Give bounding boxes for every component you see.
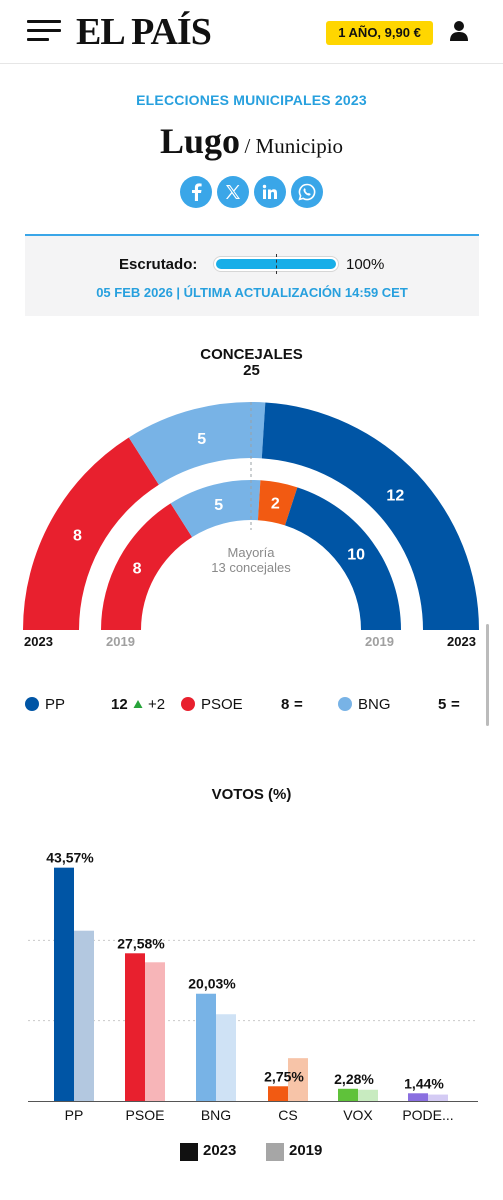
- hemi-inner-label-pp: 10: [347, 547, 365, 564]
- bar-2019-4: [358, 1089, 378, 1101]
- hemi-inner-pp: [284, 487, 401, 630]
- data-label-3: 2,75%: [264, 1068, 304, 1084]
- hemi-outer-label-psoe: 8: [73, 528, 82, 545]
- year-previous-right: 2019: [365, 634, 394, 649]
- legend-diff-psoe: =: [294, 696, 303, 713]
- seats-hemicycle-chart: Mayoría 13 concejales 8 5 12 8 5 2 10: [23, 402, 479, 630]
- x-icon[interactable]: [217, 176, 249, 208]
- legend-diff-bng: =: [451, 696, 460, 713]
- data-label-2: 20,03%: [188, 976, 236, 992]
- legend-party-psoe: PSOE: [201, 696, 243, 713]
- councillors-total: 25: [243, 362, 260, 379]
- last-update-label: 05 FEB 2026 | ÚLTIMA ACTUALIZACIÓN 14:59…: [96, 285, 408, 300]
- bar-2023-2: [196, 993, 216, 1101]
- hemi-inner-bng: [170, 480, 261, 538]
- whatsapp-icon[interactable]: [291, 176, 323, 208]
- x-tick-1: PSOE: [126, 1107, 165, 1123]
- triangle-up-icon: [133, 696, 143, 713]
- bar-2019-0: [74, 930, 94, 1101]
- legend-party-pp: PP: [45, 696, 66, 713]
- hemi-outer-label-bng: 5: [197, 431, 206, 448]
- bar-2023-5: [408, 1093, 428, 1101]
- legend-seats-psoe: 8: [281, 696, 290, 713]
- x-tick-0: PP: [65, 1107, 84, 1123]
- scrutiny-label: Escrutado:: [119, 256, 198, 273]
- legend-party-bng: BNG: [358, 696, 391, 713]
- hemi-inner-cs: [257, 480, 298, 526]
- bar-2019-1: [145, 962, 165, 1101]
- hemi-inner-label-bng: 5: [214, 497, 223, 514]
- bar-2019-2: [216, 1014, 236, 1101]
- legend-dot-psoe: [181, 697, 195, 711]
- el-pais-logo[interactable]: EL PAÍS: [76, 11, 212, 53]
- facebook-icon[interactable]: [180, 176, 212, 208]
- hemi-outer-label-pp: 12: [386, 487, 404, 504]
- subscription-promo-button[interactable]: 1 AÑO, 9,90 €: [326, 21, 433, 45]
- hemi-inner-label-cs: 2: [271, 495, 280, 512]
- data-label-4: 2,28%: [334, 1071, 374, 1087]
- legend-dot-pp: [25, 697, 39, 711]
- bar-2023-0: [54, 867, 74, 1101]
- majority-label: Mayoría: [228, 545, 276, 560]
- page-subtitle: / Municipio: [244, 134, 344, 158]
- linkedin-icon[interactable]: [254, 176, 286, 208]
- legend-seats-bng: 5: [438, 696, 447, 713]
- legend-label-2019: 2019: [289, 1142, 323, 1159]
- bar-2023-3: [268, 1086, 288, 1101]
- year-previous-left: 2019: [106, 634, 135, 649]
- scrutiny-midpoint-marker: [276, 254, 277, 274]
- horizontal-scroll-indicator[interactable]: [486, 624, 489, 726]
- hemi-outer-bng: [128, 402, 266, 485]
- section-kicker[interactable]: ELECCIONES MUNICIPALES 2023: [136, 92, 367, 108]
- councillors-title: CONCEJALES: [200, 346, 303, 363]
- bar-2019-5: [428, 1094, 448, 1101]
- year-current-right: 2023: [447, 634, 476, 649]
- data-label-5: 1,44%: [404, 1075, 444, 1091]
- legend-swatch-2023: [180, 1143, 198, 1161]
- bar-2019-3: [288, 1058, 308, 1101]
- scrutiny-percent: 100%: [346, 256, 385, 273]
- legend-diff-pp: +2: [148, 696, 166, 713]
- user-icon[interactable]: [448, 20, 470, 42]
- hamburger-menu-icon[interactable]: [27, 20, 61, 42]
- data-label-1: 27,58%: [117, 935, 165, 951]
- bar-2023-4: [338, 1088, 358, 1101]
- hemi-inner-psoe: [101, 503, 193, 630]
- legend-seats-pp: 12: [111, 696, 128, 713]
- x-tick-3: CS: [278, 1107, 297, 1123]
- page-title: Lugo: [159, 121, 240, 161]
- legend-swatch-2019: [266, 1143, 284, 1161]
- votes-bar-chart: 43,57% PP 27,58% PSOE 20,03% BNG 2,75% CS 2,28% V…: [28, 850, 478, 1123]
- votes-chart-title: VOTOS (%): [211, 786, 292, 803]
- year-current-left: 2023: [24, 634, 53, 649]
- x-tick-2: BNG: [201, 1107, 231, 1123]
- majority-detail: 13 concejales: [211, 560, 291, 575]
- scrutiny-progress-bar: [213, 254, 339, 274]
- data-label-0: 43,57%: [46, 850, 94, 866]
- x-tick-4: VOX: [343, 1107, 373, 1123]
- seats-legend: PP 12 +2 PSOE 8 = BNG 5 =: [0, 690, 503, 718]
- scrutiny-panel: Escrutado: 100% 05 FEB 2026 | ÚLTIMA ACT…: [25, 234, 479, 316]
- legend-dot-bng: [338, 697, 352, 711]
- x-tick-5: PODE...: [402, 1107, 453, 1123]
- page-heading: Lugo / Municipio: [0, 120, 503, 162]
- legend-label-2023: 2023: [203, 1142, 237, 1159]
- hemi-inner-label-psoe: 8: [133, 560, 142, 577]
- top-bar: EL PAÍS 1 AÑO, 9,90 €: [0, 0, 503, 64]
- hemi-outer-pp: [261, 402, 479, 630]
- hemi-outer-psoe: [23, 437, 159, 630]
- bar-2023-1: [125, 953, 145, 1101]
